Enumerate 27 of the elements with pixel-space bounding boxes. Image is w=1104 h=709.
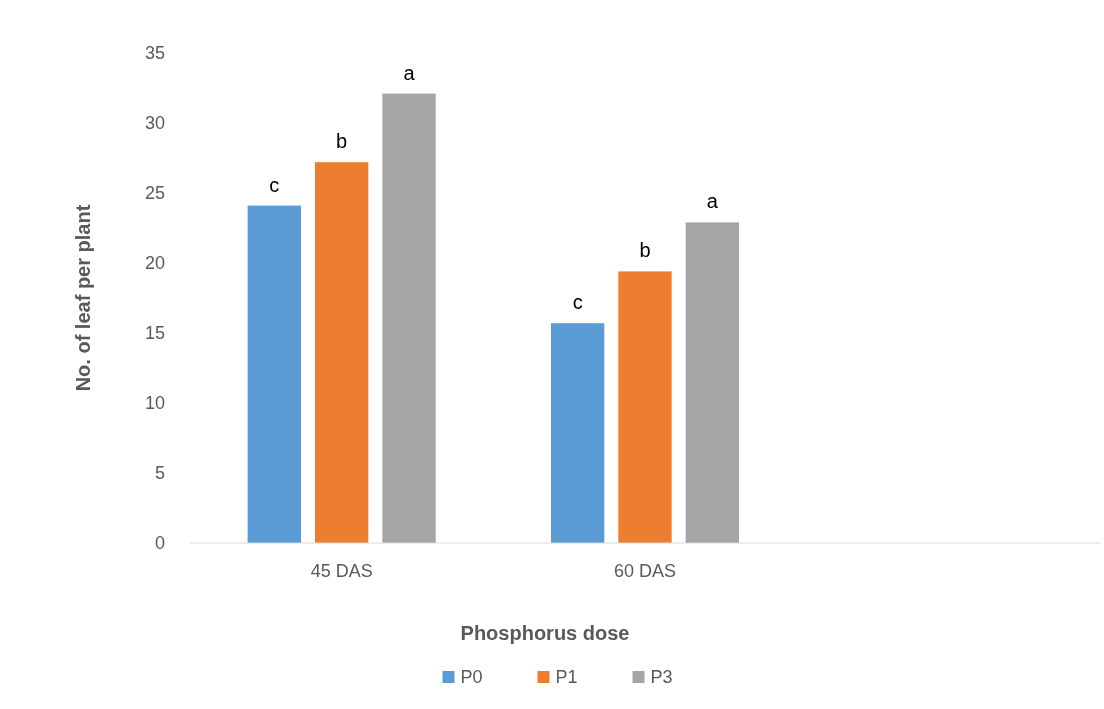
data-label: a [403,61,416,84]
x-tick-label: 60 DAS [613,561,677,581]
y-axis-title: No. of leaf per plant [72,204,94,392]
data-label: c [269,173,280,196]
data-label: b [336,130,348,153]
x-tick-label: 45 DAS [310,561,373,581]
y-tick-label: 10 [144,393,165,414]
bar [382,93,436,543]
y-tick-label: 35 [144,43,165,64]
y-tick-label: 20 [144,253,165,274]
legend-label: P0 [460,667,483,688]
data-label: c [572,291,583,314]
data-label: a [706,190,719,213]
y-tick-label: 0 [154,533,165,554]
data-label: b [639,239,651,262]
legend-label: P3 [650,667,673,688]
bar [685,222,740,543]
bar [247,205,301,543]
y-tick-label: 15 [144,323,165,344]
bar [618,271,672,543]
y-tick-label: 30 [144,113,165,134]
y-tick-label: 5 [154,463,165,484]
legend-label: P1 [555,667,578,688]
y-tick-label: 25 [144,183,165,204]
bar [314,162,369,543]
bar [550,323,605,543]
x-axis-title: Phosphorus dose [460,622,630,644]
